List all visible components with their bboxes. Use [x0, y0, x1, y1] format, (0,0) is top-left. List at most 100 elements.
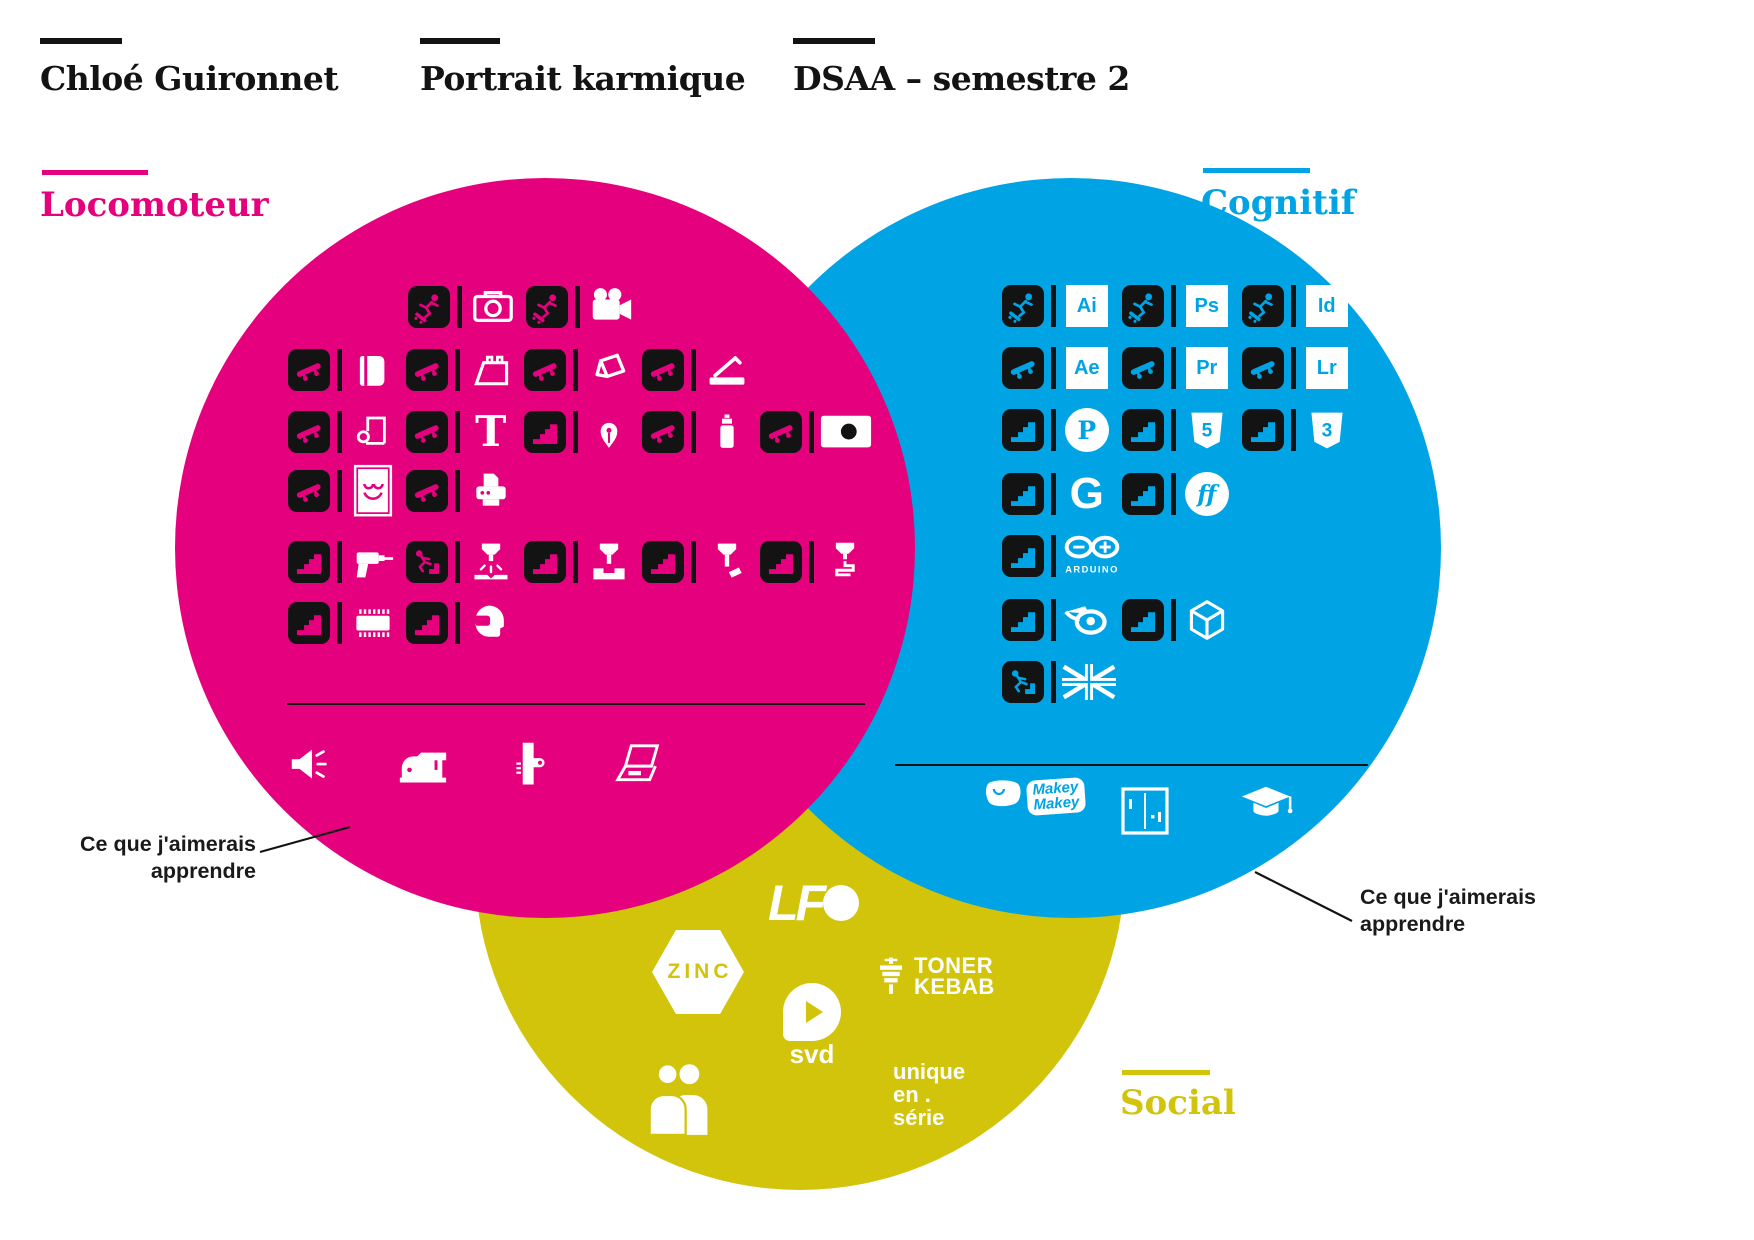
pair-separator: [809, 541, 814, 583]
note-left: Ce que j'aimerais apprendre: [80, 832, 256, 883]
pair-separator: [1051, 473, 1056, 515]
pair-separator: [1051, 599, 1056, 641]
skill-pair-blender-logo: [1002, 599, 1112, 641]
drill-icon: [348, 539, 399, 585]
skateboard-icon: [642, 349, 684, 391]
stairs-icon: [642, 541, 684, 583]
skill-pair-paper-cube: [524, 349, 634, 391]
page-title: Portrait karmique: [420, 59, 746, 98]
pen-nib-icon: [584, 412, 635, 452]
book-icon: [348, 349, 399, 391]
pair-separator: [455, 541, 460, 583]
skill-row: [288, 602, 516, 644]
mill-cut-icon: [702, 540, 753, 584]
skill-pair-smiley-poster: [288, 465, 398, 517]
shield-icon: 5: [1182, 408, 1233, 452]
pair-separator: [1051, 347, 1056, 389]
skill-pair-printer: [406, 470, 516, 512]
stairs-icon: [524, 541, 566, 583]
skill-pair-camera: [408, 286, 518, 328]
svd-play-icon: [783, 983, 841, 1041]
lfo-o-circle: [823, 885, 860, 921]
header-dash-title: [420, 38, 500, 44]
pair-separator: [691, 349, 696, 391]
pair-separator: [691, 541, 696, 583]
skill-pair-microchip: [288, 602, 398, 644]
shield-icon: 3: [1302, 408, 1353, 452]
japan-flag-icon: [820, 413, 872, 450]
pair-separator: [575, 286, 580, 328]
skill-pair-adobe-badge: Ae: [1002, 347, 1112, 389]
video-camera-icon: [586, 286, 637, 328]
camera-icon: [468, 284, 519, 330]
pair-separator: [1051, 535, 1056, 577]
pair-separator: [1171, 473, 1176, 515]
skater-stairs-icon: [406, 541, 448, 583]
paper-trimmer-icon: [702, 348, 753, 392]
pair-separator: [1291, 285, 1296, 327]
adobe-badge-icon: Ps: [1182, 285, 1233, 327]
pair-separator: [809, 411, 814, 453]
skill-row: Ai Ps Id: [1002, 285, 1352, 327]
svd-text: svd: [789, 1039, 835, 1069]
pair-separator: [337, 470, 342, 512]
skater-falling-icon: [1242, 285, 1284, 327]
note-right: Ce que j'aimerais apprendre: [1360, 885, 1536, 936]
unique-en-serie-logo: unique en . série: [893, 1059, 966, 1131]
pair-separator: [1171, 285, 1176, 327]
blender-logo-icon: [1062, 598, 1113, 642]
pair-separator: [1291, 347, 1296, 389]
skill-pair-video-camera: [526, 286, 636, 328]
cognitif-label: Cognitif: [1201, 183, 1356, 223]
adobe-badge-icon: Lr: [1302, 347, 1353, 389]
microchip-icon: [348, 601, 399, 645]
stairs-icon: [288, 602, 330, 644]
skill-pair-processing-logo: P: [1002, 408, 1112, 452]
skill-row: [1002, 599, 1232, 641]
social-dash: [1122, 1070, 1210, 1075]
cognitif-divider-line: [895, 764, 1368, 767]
vr-headset-icon: [466, 601, 517, 645]
skill-row: Ae Pr Lr: [1002, 347, 1352, 389]
printer-3d-icon: [820, 540, 871, 584]
pair-separator: [1051, 661, 1056, 703]
uk-flag-icon: [1061, 664, 1116, 700]
pair-separator: [1171, 409, 1176, 451]
stairs-icon: [1122, 473, 1164, 515]
svg-text:5: 5: [1201, 420, 1212, 441]
stairs-icon: [1122, 599, 1164, 641]
skill-pair-fontforge-logo: ff: [1122, 472, 1232, 516]
skill-pair-uk-flag: [1002, 661, 1116, 703]
pair-separator: [1171, 347, 1176, 389]
pair-separator: [457, 286, 462, 328]
printer-icon: [466, 469, 517, 513]
skill-pair-adobe-badge: Pr: [1122, 347, 1232, 389]
skill-pair-adobe-badge: Id: [1242, 285, 1352, 327]
pair-separator: [1051, 409, 1056, 451]
pair-separator: [573, 349, 578, 391]
pair-separator: [455, 470, 460, 512]
adobe-badge-icon: Pr: [1182, 347, 1233, 389]
skateboard-icon: [1002, 347, 1044, 389]
pair-separator: [455, 349, 460, 391]
sewing-machine-icon: [396, 741, 450, 787]
skateboard-icon: [288, 411, 330, 453]
skill-row: T: [288, 411, 872, 453]
stairs-icon: [406, 602, 448, 644]
author-name: Chloé Guironnet: [40, 59, 339, 98]
skill-pair-letter-t: T: [406, 411, 516, 453]
stairs-icon: [1002, 535, 1044, 577]
pair-separator: [573, 411, 578, 453]
skill-pair-adobe-badge: Ai: [1002, 285, 1112, 327]
adobe-badge-icon: Ai: [1062, 285, 1113, 327]
stairs-icon: [1002, 473, 1044, 515]
kebab-skewer-icon: [876, 956, 906, 1002]
spray-can-icon: [702, 412, 753, 452]
portfolio-case-icon: [466, 348, 517, 392]
stairs-icon: [288, 541, 330, 583]
stairs-icon: [760, 541, 802, 583]
